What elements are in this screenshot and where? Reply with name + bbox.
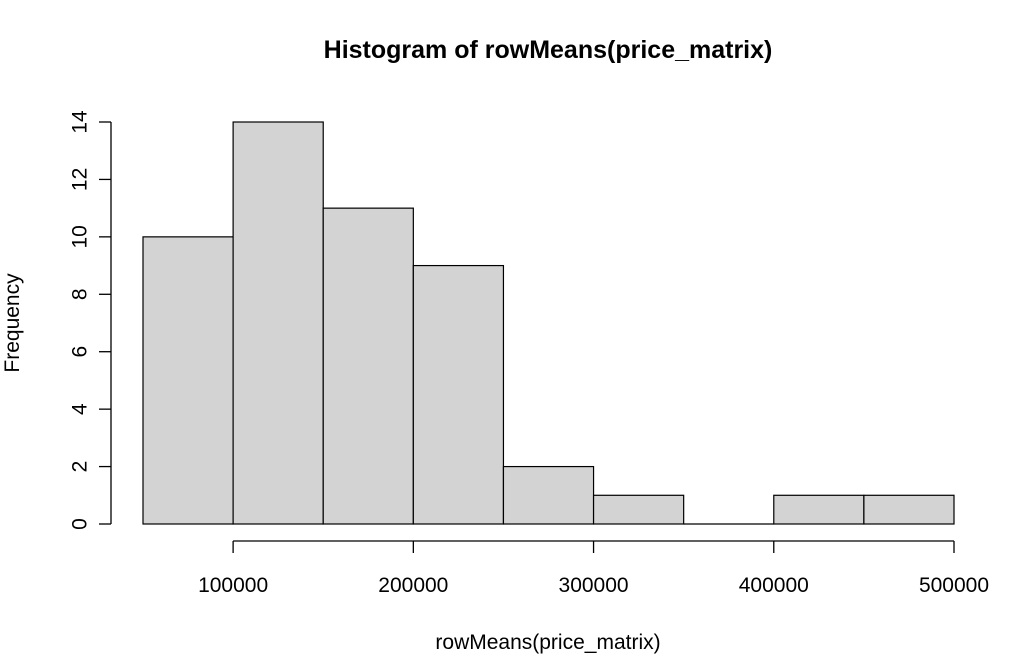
histogram-bar [773, 494, 865, 525]
y-tick-label: 0 [69, 518, 92, 530]
x-tick-label: 100000 [198, 574, 268, 597]
y-tick-label: 12 [69, 168, 92, 191]
y-axis: 0 2 4 6 8 10 12 14 [69, 110, 112, 530]
y-tick-label: 8 [69, 288, 92, 300]
x-tick-label: 300000 [559, 574, 629, 597]
histogram-bar [322, 207, 414, 525]
x-tick-label: 200000 [378, 574, 448, 597]
y-axis-title: Frequency [1, 273, 24, 373]
histogram-bar [412, 264, 505, 525]
histogram-bar [863, 494, 955, 525]
bars-group [142, 121, 955, 525]
histogram-bar [142, 236, 234, 525]
x-tick-label: 400000 [739, 574, 809, 597]
y-tick-label: 14 [69, 110, 92, 134]
histogram-bar [592, 494, 685, 525]
x-tick-label: 500000 [919, 574, 989, 597]
y-tick-label: 6 [69, 346, 92, 358]
histogram-bar [502, 465, 595, 525]
x-axis: 100000 200000 300000 400000 500000 [198, 540, 989, 597]
y-tick-label: 10 [69, 225, 92, 248]
y-tick-label: 4 [69, 403, 92, 415]
y-tick-label: 2 [69, 461, 92, 473]
chart-title: Histogram of rowMeans(price_matrix) [324, 36, 773, 64]
histogram-bar [232, 121, 324, 525]
x-axis-title: rowMeans(price_matrix) [435, 631, 660, 654]
